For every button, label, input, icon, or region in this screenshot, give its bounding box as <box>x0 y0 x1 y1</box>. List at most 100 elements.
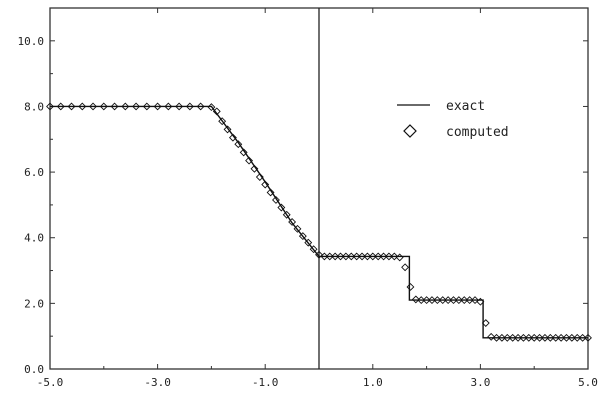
x-axis-ticks: -5.0 -3.0 -1.0 1.0 3.0 5.0 <box>37 8 598 389</box>
computed-point <box>288 218 297 226</box>
y-tick-label: 0.0 <box>24 363 44 376</box>
computed-point <box>465 296 474 305</box>
computed-point <box>341 252 350 261</box>
computed-point <box>551 333 560 342</box>
computed-point <box>266 188 275 197</box>
computed-point <box>336 252 345 261</box>
computed-point <box>352 252 361 261</box>
computed-point <box>223 125 232 134</box>
computed-point <box>298 232 307 241</box>
x-tick-label: 5.0 <box>578 376 598 389</box>
computed-point <box>519 333 528 342</box>
computed-point <box>309 245 318 254</box>
computed-point <box>487 332 496 341</box>
x-tick-label: -1.0 <box>252 376 279 389</box>
computed-point <box>56 102 65 111</box>
computed-point <box>497 333 506 342</box>
computed-point <box>218 117 227 126</box>
computed-point <box>121 102 130 111</box>
computed-point <box>417 296 426 305</box>
x-tick-label: 1.0 <box>363 376 383 389</box>
computed-point <box>315 250 323 259</box>
computed-point <box>282 210 291 219</box>
computed-point <box>406 283 415 291</box>
computed-point <box>234 140 243 149</box>
x-tick-label: -3.0 <box>144 376 171 389</box>
computed-point <box>78 102 87 111</box>
computed-point <box>379 252 388 261</box>
computed-point <box>411 295 420 304</box>
computed-point <box>347 252 356 261</box>
computed-point <box>557 333 566 342</box>
computed-point <box>508 333 517 342</box>
computed-point <box>304 238 313 247</box>
computed-point <box>390 252 399 261</box>
computed-point <box>567 333 576 342</box>
computed-point <box>481 319 490 327</box>
computed-point <box>471 296 479 305</box>
y-tick-label: 4.0 <box>24 232 44 245</box>
legend: exact computed <box>397 99 509 140</box>
computed-point <box>132 102 141 111</box>
computed-point <box>142 102 151 111</box>
computed-point <box>358 252 366 261</box>
y-tick-label: 2.0 <box>24 297 44 310</box>
computed-point <box>277 203 286 212</box>
computed-point <box>562 333 571 342</box>
computed-point <box>503 333 512 342</box>
computed-point <box>584 333 592 342</box>
computed-point <box>573 333 582 342</box>
computed-point <box>331 252 340 261</box>
computed-point <box>320 252 329 261</box>
computed-point <box>438 296 447 305</box>
legend-computed-label: computed <box>446 125 509 140</box>
computed-point <box>422 296 431 305</box>
computed-point <box>67 102 76 111</box>
computed-point <box>245 156 253 165</box>
computed-point <box>164 102 173 111</box>
computed-point <box>212 107 221 116</box>
computed-point <box>449 296 458 305</box>
computed-point <box>250 164 259 173</box>
computed-point <box>476 297 485 306</box>
computed-point <box>368 252 377 261</box>
computed-point <box>578 333 587 342</box>
computed-point <box>228 133 237 142</box>
y-tick-label: 8.0 <box>24 100 44 113</box>
legend-computed-marker <box>403 124 417 138</box>
y-tick-label: 10.0 <box>18 35 45 48</box>
computed-point <box>433 296 442 305</box>
computed-point <box>363 252 372 261</box>
computed-point <box>395 253 404 262</box>
x-tick-label: 3.0 <box>470 376 490 389</box>
legend-exact-label: exact <box>446 99 485 114</box>
computed-point <box>272 196 280 204</box>
computed-point <box>385 252 393 261</box>
computed-point <box>454 296 463 305</box>
computed-point <box>46 102 54 111</box>
computed-point <box>185 102 194 111</box>
computed-point <box>239 148 248 157</box>
y-axis-ticks: 0.0 2.0 4.0 6.0 8.0 10.0 <box>18 35 588 376</box>
x-tick-label: -5.0 <box>37 376 64 389</box>
computed-point <box>196 102 205 111</box>
computed-point <box>255 173 264 181</box>
computed-point <box>546 333 555 342</box>
computed-point <box>261 180 270 189</box>
computed-point <box>110 102 119 111</box>
series-layer <box>46 102 592 342</box>
computed-point <box>460 296 469 305</box>
computed-point <box>175 102 184 111</box>
computed-point <box>514 333 522 342</box>
computed-point <box>541 333 549 342</box>
computed-point <box>153 102 162 111</box>
computed-point <box>99 102 108 111</box>
computed-point <box>325 252 334 261</box>
computed-point <box>444 296 453 305</box>
computed-point <box>207 103 216 112</box>
computed-point <box>374 252 383 261</box>
computed-point <box>293 224 302 233</box>
computed-point <box>492 333 501 342</box>
y-tick-label: 6.0 <box>24 166 44 179</box>
